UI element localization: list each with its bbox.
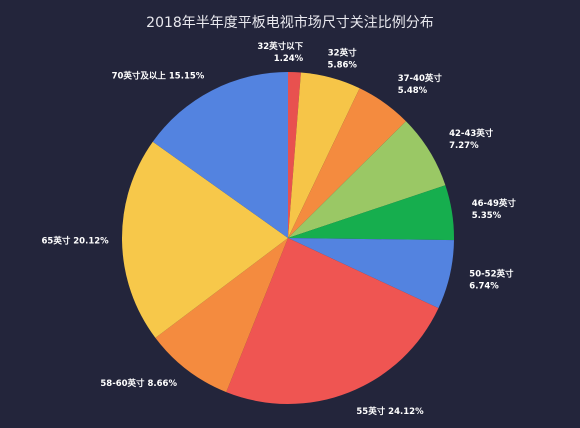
slice-label: 65英寸 20.12% [41, 235, 109, 246]
pie-slice [288, 88, 406, 238]
slice-percent: 5.86% [327, 60, 357, 70]
pie-slice [288, 121, 446, 238]
slice-percent: 6.74% [469, 281, 499, 291]
slice-label: 58-60英寸 8.66% [100, 378, 177, 389]
pie-slice [288, 185, 455, 241]
slice-label: 46-49英寸 [472, 198, 517, 209]
pie-slice [288, 238, 454, 309]
slice-label: 50-52英寸 [469, 268, 514, 279]
slice-label: 32英寸以下 [257, 41, 303, 52]
slice-label: 42-43英寸 [449, 128, 494, 139]
pie-slices [121, 71, 455, 404]
slice-label: 37-40英寸 [398, 73, 443, 84]
pie-slice [155, 238, 288, 393]
pie-slice [226, 238, 439, 404]
chart-title: 2018年半年度平板电视市场尺寸关注比例分布 [146, 15, 434, 31]
slice-label: 32英寸 [328, 47, 357, 58]
slice-percent: 7.27% [449, 141, 479, 151]
slice-label: 55英寸 24.12% [356, 406, 424, 417]
pie-labels: 32英寸以下 1.24% 32英寸 5.86% 37-40英寸 5.48% 42-43英寸 7… [41, 41, 516, 417]
slice-percent: 5.48% [398, 86, 428, 96]
pie-slice [288, 72, 360, 238]
pie-slice [121, 141, 289, 338]
slice-label: 70英寸及以上 15.15% [112, 71, 205, 82]
slice-percent: 1.24% [274, 54, 304, 64]
slice-percent: 5.35% [472, 211, 502, 221]
pie-slice [152, 72, 288, 238]
pie-slice [288, 71, 301, 238]
